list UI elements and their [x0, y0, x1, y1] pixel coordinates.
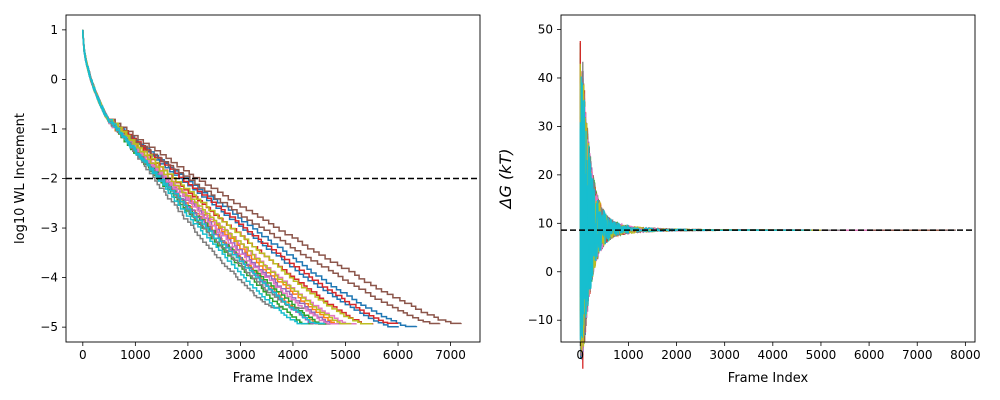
left-chart-x-ticks: 0 1000 2000 3000 4000 5000 6000 7000 [79, 342, 466, 362]
right-chart-x-axis-label: Frame Index [728, 371, 809, 386]
right-chart: 0 1000 2000 3000 4000 5000 6000 7000 8000 50 40 30… [496, 14, 981, 386]
left-chart-y-tick-label: −3 [40, 221, 58, 235]
right-chart-y-axis-label: ΔG (kT) [496, 149, 515, 211]
right-chart-y-tick-label: 20 [538, 168, 553, 182]
right-chart-y-tick-label: 40 [538, 71, 553, 85]
left-chart-y-tick-label: 1 [50, 23, 58, 37]
right-chart-x-tick-label: 7000 [902, 348, 933, 362]
left-chart-series-line [82, 29, 309, 325]
left-chart-x-tick-label: 0 [79, 348, 87, 362]
left-chart-y-tick-label: −2 [40, 172, 58, 186]
left-chart-x-tick-label: 5000 [330, 348, 361, 362]
right-chart-x-tick-label: 5000 [806, 348, 837, 362]
left-chart-series-line [82, 29, 352, 325]
right-chart-x-tick-label: 6000 [854, 348, 885, 362]
right-chart-x-ticks: 0 1000 2000 3000 4000 5000 6000 7000 8000 [576, 342, 981, 362]
right-chart-x-tick-label: 4000 [758, 348, 789, 362]
right-chart-x-tick-label: 0 [576, 348, 584, 362]
left-chart-series-group [82, 29, 462, 328]
right-chart-x-tick-label: 8000 [950, 348, 981, 362]
right-chart-x-tick-label: 3000 [709, 348, 740, 362]
right-chart-y-tick-label: 10 [538, 216, 553, 230]
right-chart-y-tick-label: 0 [545, 265, 553, 279]
left-chart-y-tick-label: −4 [40, 271, 58, 285]
left-chart-y-tick-label: −1 [40, 122, 58, 136]
left-chart-y-tick-label: −5 [40, 320, 58, 334]
right-chart-x-tick-label: 1000 [613, 348, 644, 362]
left-chart-y-ticks: 1 0 −1 −2 −3 −4 −5 [40, 23, 66, 334]
left-chart-y-tick-label: 0 [50, 72, 58, 86]
left-chart-x-tick-label: 1000 [120, 348, 151, 362]
right-chart-axes-frame [560, 14, 976, 343]
right-chart-y-tick-label: −10 [528, 313, 553, 327]
right-chart-x-tick-label: 2000 [661, 348, 692, 362]
right-chart-y-tick-label: 30 [538, 119, 553, 133]
left-chart-x-tick-label: 3000 [225, 348, 256, 362]
right-chart-y-ticks: 50 40 30 20 10 0 −10 [528, 23, 561, 327]
left-chart-series-line [82, 29, 462, 325]
left-chart-x-tick-label: 4000 [278, 348, 309, 362]
left-chart-x-tick-label: 2000 [173, 348, 204, 362]
left-chart-y-axis-label: log10 WL Increment [13, 113, 28, 244]
left-chart-x-tick-label: 7000 [435, 348, 466, 362]
left-chart-x-axis-label: Frame Index [233, 371, 314, 386]
left-chart: 0 1000 2000 3000 4000 5000 6000 7000 1 0 −1 −2 −3 −4… [13, 14, 481, 386]
right-chart-y-tick-label: 50 [538, 23, 553, 37]
left-chart-x-tick-label: 6000 [383, 348, 414, 362]
